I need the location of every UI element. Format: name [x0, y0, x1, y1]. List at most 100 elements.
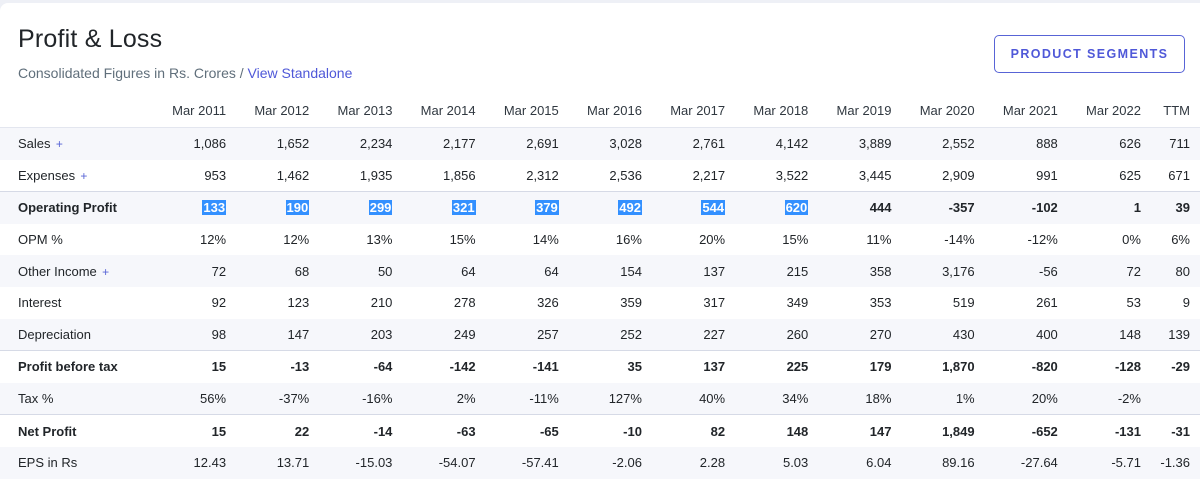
cell-value: 888 — [1036, 136, 1058, 152]
table-cell: -131 — [1067, 414, 1151, 447]
row-label-cell: Depreciation — [0, 318, 153, 351]
cell-value: -64 — [373, 359, 393, 375]
expand-plus-icon[interactable]: + — [77, 168, 88, 183]
cell-value: 5.03 — [782, 455, 809, 471]
table-cell: 12% — [236, 224, 319, 256]
row-label: Expenses — [18, 167, 76, 183]
row-label-cell[interactable]: Other Income + — [0, 255, 153, 287]
row-label: Depreciation — [18, 326, 91, 342]
cell-value: 349 — [786, 295, 809, 311]
cell-value: 50 — [377, 263, 393, 279]
cell-value: -14 — [373, 423, 393, 439]
table-cell: 379 — [485, 191, 569, 224]
cell-value: 7% — [207, 487, 226, 489]
cell-value: 80 — [1175, 263, 1190, 279]
table-cell: -64 — [319, 350, 403, 383]
row-label-cell[interactable]: Expenses + — [0, 160, 153, 192]
cell-value: 34% — [782, 391, 809, 407]
table-cell: 0% — [319, 479, 402, 489]
cell-value: 18% — [865, 391, 892, 407]
table-cell: 3,889 — [818, 127, 902, 160]
row-label: Profit before tax — [18, 359, 118, 375]
cell-value: 252 — [620, 326, 642, 342]
row-label-cell: Profit before tax — [0, 350, 153, 383]
expand-plus-icon[interactable]: + — [98, 264, 110, 279]
column-header: Mar 2022 — [1067, 94, 1151, 128]
table-cell: 39 — [1150, 191, 1200, 224]
table-cell: -652 — [984, 414, 1068, 447]
cell-value: 1,849 — [942, 423, 975, 439]
cell-value: -2% — [1117, 391, 1141, 407]
cell-value: 1% — [955, 391, 975, 407]
table-cell: 179 — [818, 350, 902, 383]
cell-value: -10 — [623, 423, 642, 439]
cell-value: 519 — [952, 295, 975, 311]
table-cell: 225 — [735, 350, 819, 383]
table-row: Other Income +72 68 50 64 64 154 137 215 358 3,17… — [0, 255, 1200, 287]
table-cell: 190 — [236, 191, 320, 224]
table-cell: 358 — [818, 255, 902, 287]
table-cell: 0% — [1068, 224, 1151, 256]
table-cell: 11% — [818, 224, 901, 256]
cell-value: -141 — [532, 359, 559, 375]
table-cell: -29 — [1150, 350, 1200, 383]
cell-value: 147 — [869, 423, 892, 439]
table-row: Expenses +953 1,462 1,935 1,856 2,312 2,536 2,… — [0, 160, 1200, 192]
column-header: Mar 2021 — [984, 94, 1068, 128]
cell-value: -2.06 — [612, 455, 642, 471]
table-cell: -142 — [402, 350, 486, 383]
cell-value: 3,176 — [942, 263, 975, 279]
table-cell: 326 — [486, 287, 569, 319]
table-cell: -65 — [485, 414, 569, 447]
table-row: Sales +1,086 1,652 2,234 2,177 2,691 3,028 2,7… — [0, 127, 1200, 160]
cell-value: 2,536 — [609, 167, 642, 183]
table-cell: 80 — [1150, 255, 1200, 287]
cell-value: 133 — [202, 200, 227, 216]
cell-value: 0% — [457, 487, 476, 489]
column-header: Mar 2017 — [651, 94, 736, 128]
cell-value: 359 — [620, 295, 642, 311]
column-header: Mar 2015 — [485, 94, 569, 128]
cell-value: 991 — [1036, 167, 1058, 183]
cell-value: 379 — [535, 200, 559, 216]
expand-plus-icon[interactable]: + — [52, 137, 63, 152]
cell-value: -31 — [1171, 423, 1190, 439]
cell-value: -37% — [278, 391, 310, 407]
row-label-cell[interactable]: Sales + — [0, 127, 153, 160]
table-cell: 147 — [236, 318, 320, 351]
row-label-cell: OPM % — [0, 224, 153, 256]
table-cell: -2.06 — [568, 446, 652, 479]
cell-value: -357 — [948, 200, 975, 216]
cell-value: 317 — [703, 295, 726, 311]
table-cell: 953 — [153, 160, 236, 192]
table-cell: 3,028 — [568, 127, 652, 160]
view-standalone-link[interactable]: View Standalone — [247, 65, 353, 81]
table-cell: -13 — [236, 350, 320, 383]
cell-value: 190 — [285, 200, 310, 216]
cell-value: 1,856 — [443, 167, 476, 183]
table-cell — [1150, 382, 1200, 415]
cell-value: 2,234 — [359, 136, 393, 152]
cell-value: 15% — [782, 232, 809, 248]
table-cell: 299 — [319, 191, 403, 224]
table-cell: -5.71 — [1067, 446, 1151, 479]
cell-value: 430 — [952, 326, 975, 342]
column-header: Mar 2013 — [319, 94, 403, 128]
table-cell: 2,909 — [901, 160, 984, 192]
table-cell: 13.71 — [236, 446, 320, 479]
cell-value: 4,142 — [775, 136, 809, 152]
table-cell: 3,176 — [901, 255, 985, 287]
cell-value: 40% — [699, 391, 726, 407]
row-label: Operating Profit — [18, 200, 117, 216]
product-segments-button[interactable]: PRODUCT SEGMENTS — [994, 35, 1185, 73]
table-cell: -128 — [1067, 350, 1151, 383]
table-cell: 321 — [402, 191, 486, 224]
table-cell: 15 — [152, 350, 237, 383]
cell-value: 127% — [608, 391, 642, 407]
table-cell: 15% — [402, 224, 485, 256]
column-header: Mar 2014 — [402, 94, 486, 128]
table-cell: 1% — [901, 382, 985, 415]
table-cell: 1,652 — [236, 127, 320, 160]
cell-value: -16% — [362, 391, 393, 407]
table-cell: 0% — [569, 479, 652, 489]
